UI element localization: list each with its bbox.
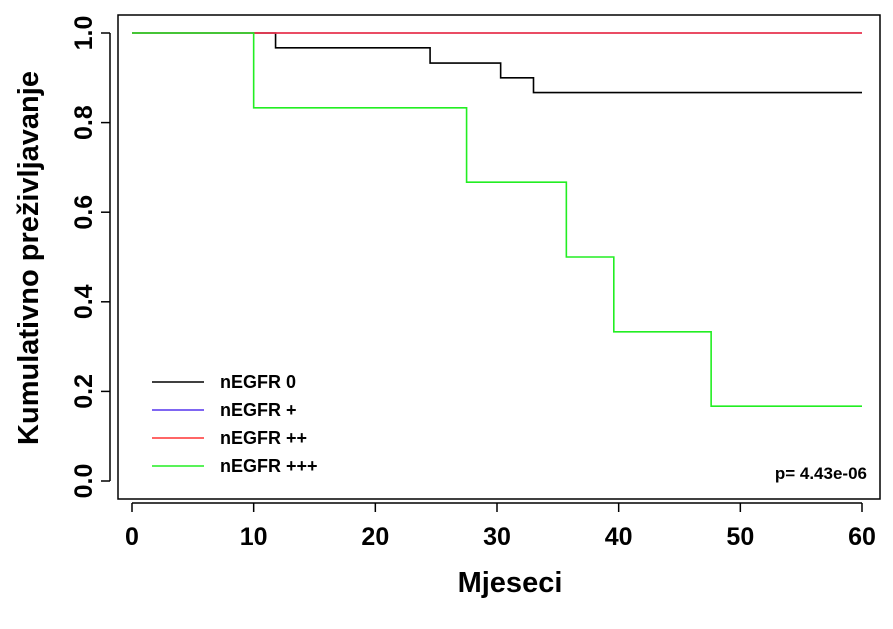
y-axis: 0.0 0.2 0.4 0.6 0.8 1.0 — [70, 16, 111, 499]
x-tick-label: 10 — [240, 523, 268, 551]
y-tick-label: 0.2 — [70, 374, 98, 409]
plot-layer — [132, 32, 862, 407]
x-tick-label: 50 — [726, 523, 754, 551]
legend: nEGFR 0 nEGFR + nEGFR ++ nEGFR +++ — [152, 372, 318, 476]
legend-label: nEGFR ++ — [220, 428, 307, 448]
x-axis: 0 10 20 30 40 50 60 — [125, 502, 876, 551]
series-line-negfr-0 — [132, 32, 862, 94]
y-tick-label: 0.6 — [70, 195, 98, 230]
x-tick-label: 0 — [125, 523, 139, 551]
x-tick-label: 40 — [605, 523, 633, 551]
legend-label: nEGFR +++ — [220, 456, 318, 476]
y-tick-label: 1.0 — [70, 16, 98, 51]
x-tick-label: 20 — [361, 523, 389, 551]
y-tick-label: 0.4 — [70, 284, 98, 319]
x-tick-label: 60 — [848, 523, 876, 551]
legend-label: nEGFR + — [220, 400, 297, 420]
y-tick-label: 0.8 — [70, 105, 98, 140]
p-value-annotation: p= 4.43e-06 — [775, 464, 867, 483]
y-axis-title: Kumulativno preživljavanje — [13, 71, 45, 445]
legend-label: nEGFR 0 — [220, 372, 296, 392]
x-axis-title: Mjeseci — [458, 567, 563, 599]
series-line-negfr- — [132, 32, 862, 407]
x-tick-label: 30 — [483, 523, 511, 551]
y-tick-label: 0.0 — [70, 464, 98, 499]
plot-frame — [117, 14, 881, 500]
